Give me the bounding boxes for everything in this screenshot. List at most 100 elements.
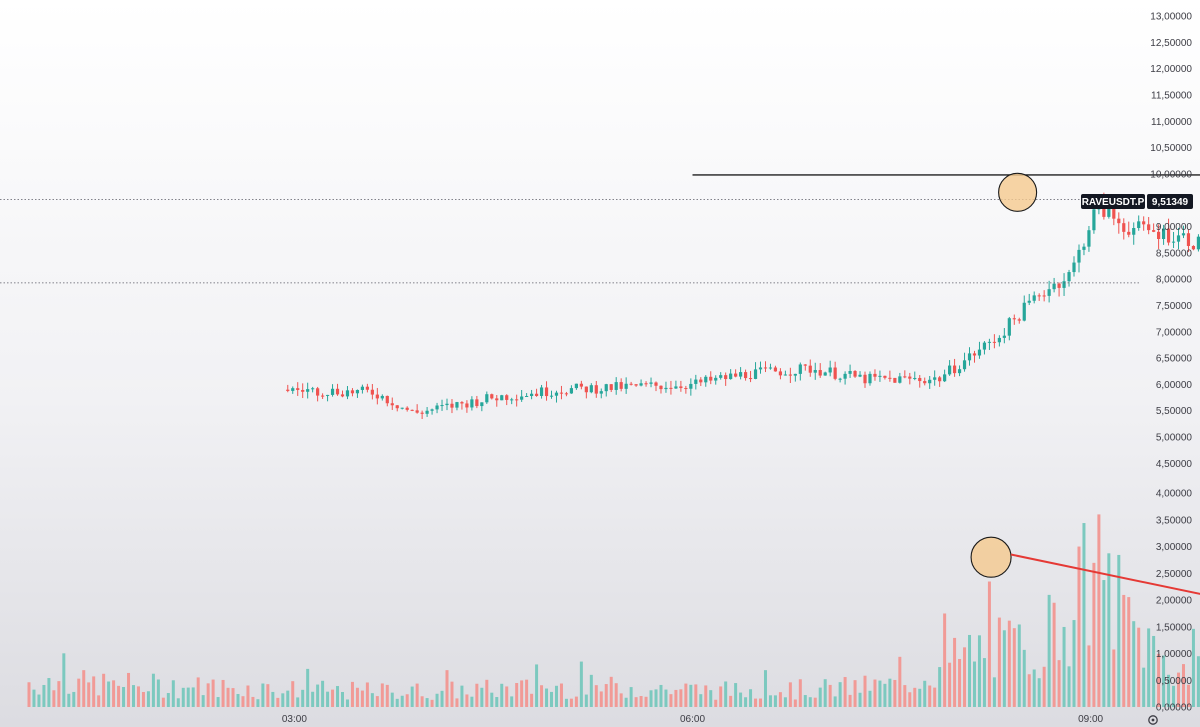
volume-bar xyxy=(863,675,867,707)
candle-body xyxy=(1147,224,1151,231)
volume-bar xyxy=(873,679,877,707)
volume-bar xyxy=(470,696,474,707)
candle-body xyxy=(599,391,603,394)
volume-bar xyxy=(385,684,389,707)
price-tick-label: 7,00000 xyxy=(1156,327,1193,338)
volume-bar xyxy=(27,682,31,707)
settings-gear-icon[interactable] xyxy=(1148,715,1158,725)
volume-bar xyxy=(659,684,663,707)
volume-bar xyxy=(236,693,240,707)
volume-bar xyxy=(365,682,369,707)
candle-body xyxy=(1181,233,1186,236)
candle-body xyxy=(962,360,967,370)
volume-bar xyxy=(754,698,758,707)
volume-bar xyxy=(793,699,797,707)
candle-body xyxy=(858,374,862,377)
volume-bar xyxy=(992,677,996,707)
volume-bar xyxy=(574,696,578,707)
volume-bar xyxy=(271,691,275,707)
candle-body xyxy=(863,374,867,384)
gear-icon[interactable] xyxy=(1148,715,1158,725)
volume-bar xyxy=(341,691,345,707)
volume-bar xyxy=(997,617,1001,707)
volume-bar xyxy=(430,699,434,707)
candle-body xyxy=(1032,295,1036,301)
volume-bar xyxy=(1196,656,1200,707)
volume-bar xyxy=(62,653,66,707)
volume-bar xyxy=(903,685,907,707)
candle-body xyxy=(569,388,574,394)
candle-body xyxy=(878,375,882,377)
volume-bar xyxy=(87,682,91,707)
candle-body xyxy=(340,394,345,397)
price-tag-text: 9,51349 xyxy=(1152,197,1189,208)
volume-bar xyxy=(1017,624,1021,707)
candle-body xyxy=(634,384,638,386)
volume-bar xyxy=(326,691,330,707)
candle-body xyxy=(868,373,872,384)
volume-tick-label: 3,00000 xyxy=(1156,542,1193,553)
volume-bar xyxy=(878,680,882,707)
volume-tick-label: 4,00000 xyxy=(1156,489,1193,500)
candle-body xyxy=(1077,249,1081,263)
volume-bar xyxy=(1172,685,1176,707)
volume-bar xyxy=(530,693,534,707)
volume-bar xyxy=(67,693,71,707)
volume-bar xyxy=(1057,660,1061,707)
volume-bar xyxy=(704,685,708,707)
candle-body xyxy=(460,402,464,404)
volume-bar xyxy=(390,692,394,707)
candle-body xyxy=(604,384,608,392)
volume-bar xyxy=(161,697,165,707)
candle-body xyxy=(440,405,444,407)
candle-body xyxy=(365,386,369,390)
volume-bar xyxy=(664,689,668,707)
volume-bar xyxy=(579,661,583,707)
price-tick-label: 6,00000 xyxy=(1156,380,1193,391)
candle-body xyxy=(848,370,852,374)
volume-bar xyxy=(1007,620,1011,707)
volume-bar xyxy=(485,679,489,707)
volume-bar xyxy=(515,683,519,707)
candle-body xyxy=(883,375,887,378)
volume-bar xyxy=(908,692,912,707)
candle-body xyxy=(1072,262,1076,273)
volume-bar xyxy=(1177,672,1181,707)
candle-body xyxy=(296,388,300,390)
volume-bar xyxy=(674,689,678,707)
volume-bar xyxy=(848,694,852,707)
candle-body xyxy=(325,394,330,396)
volume-bar xyxy=(1032,669,1036,707)
candle-body xyxy=(465,403,469,408)
candle-body xyxy=(793,373,797,376)
volume-axis: 4,00000 3,50000 3,00000 2,50000 2,00000 1,500… xyxy=(1156,489,1193,714)
volume-bar xyxy=(380,683,384,707)
candle-body xyxy=(1027,300,1031,303)
volume-tick-label: 1,00000 xyxy=(1156,649,1193,660)
candle-body xyxy=(778,371,783,376)
volume-bar xyxy=(480,687,484,707)
volume-bar xyxy=(1002,630,1006,707)
volume-bar xyxy=(141,691,145,707)
volume-bar xyxy=(540,685,544,707)
volume-bar xyxy=(853,680,857,707)
candle-body xyxy=(589,385,593,393)
volume-bar xyxy=(828,684,832,707)
volume-bar xyxy=(350,681,354,707)
volume-bar xyxy=(345,699,349,707)
candle-body xyxy=(918,377,922,382)
candle-body xyxy=(699,379,703,383)
volume-bar xyxy=(559,683,563,707)
volume-bar xyxy=(963,647,967,707)
highlight-circles xyxy=(970,172,1038,578)
volume-bar xyxy=(37,694,41,707)
candle-body xyxy=(1082,246,1086,250)
candle-body xyxy=(743,372,748,379)
candle-body xyxy=(813,370,817,373)
candle-body xyxy=(1062,281,1066,288)
volume-bar xyxy=(868,690,872,707)
volume-bar xyxy=(122,686,126,707)
volume-bar xyxy=(554,685,558,707)
gear-icon-center xyxy=(1151,718,1155,722)
volume-bar xyxy=(32,689,36,707)
